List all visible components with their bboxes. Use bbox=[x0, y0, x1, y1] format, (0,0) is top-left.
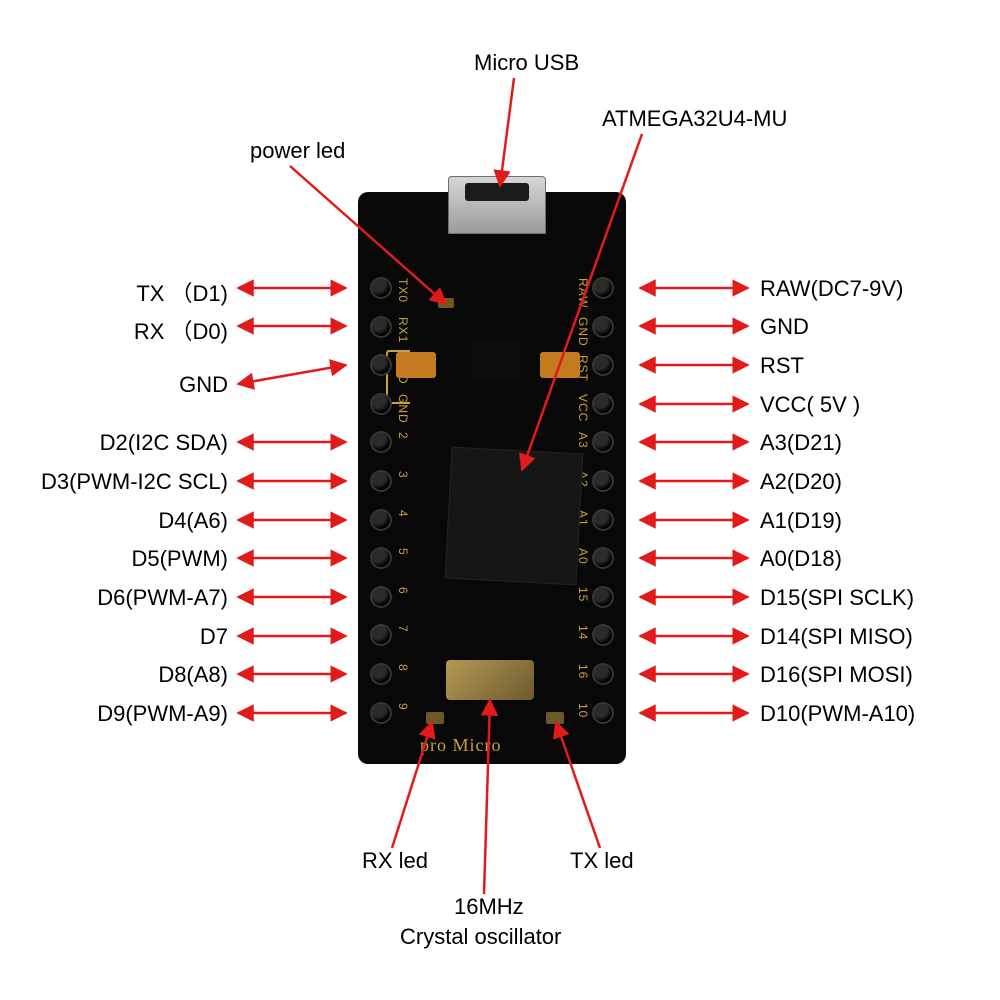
callout-label: D14(SPI MISO) bbox=[760, 624, 913, 650]
mcu-chip bbox=[445, 447, 584, 586]
pin-hole bbox=[370, 431, 392, 453]
pin-hole bbox=[370, 547, 392, 569]
callout-label: D9(PWM-A9) bbox=[97, 701, 228, 727]
callout-label: GND bbox=[179, 372, 228, 398]
pin-hole bbox=[592, 663, 614, 685]
callout-label: D10(PWM-A10) bbox=[760, 701, 915, 727]
silk-label: RX1 bbox=[396, 317, 410, 343]
callout-label: RAW(DC7-9V) bbox=[760, 276, 903, 302]
callout-label: VCC( 5V ) bbox=[760, 392, 860, 418]
silk-label: 15 bbox=[576, 587, 590, 602]
callout-label: TX （D1) bbox=[136, 276, 228, 308]
silk-label: 5 bbox=[396, 548, 410, 556]
pin-hole bbox=[592, 470, 614, 492]
pin-hole bbox=[592, 624, 614, 646]
callout-label: ATMEGA32U4-MU bbox=[602, 106, 787, 132]
pin-hole bbox=[592, 316, 614, 338]
silk-label: 3 bbox=[396, 471, 410, 479]
silk-label: RAW bbox=[576, 278, 590, 309]
pin-hole bbox=[592, 277, 614, 299]
callout-label: A0(D18) bbox=[760, 546, 842, 572]
callout-label: RX led bbox=[362, 848, 428, 874]
silk-label: GND bbox=[576, 317, 590, 347]
callout-label: TX led bbox=[570, 848, 634, 874]
pin-hole bbox=[370, 316, 392, 338]
callout-label: D5(PWM) bbox=[131, 546, 228, 572]
callout-label: D8(A8) bbox=[158, 662, 228, 688]
callout-label: RX （D0) bbox=[134, 314, 228, 346]
pin-hole bbox=[592, 702, 614, 724]
callout-label: 16MHz bbox=[454, 894, 524, 920]
callout-label: D16(SPI MOSI) bbox=[760, 662, 913, 688]
silk-label: 2 bbox=[396, 432, 410, 440]
callout-label: D7 bbox=[200, 624, 228, 650]
pin-hole bbox=[370, 663, 392, 685]
callout-label: Micro USB bbox=[474, 50, 579, 76]
pin-hole bbox=[370, 509, 392, 531]
silk-label: 14 bbox=[576, 625, 590, 640]
led bbox=[438, 298, 454, 308]
silk-label: 6 bbox=[396, 587, 410, 595]
callout-label: RST bbox=[760, 353, 804, 379]
pin-hole bbox=[370, 470, 392, 492]
capacitor bbox=[540, 352, 580, 378]
callout-label: power led bbox=[250, 138, 345, 164]
pin-hole bbox=[370, 277, 392, 299]
callout-label: GND bbox=[760, 314, 809, 340]
callout-label: D2(I2C SDA) bbox=[100, 430, 228, 456]
silk-label: 8 bbox=[396, 664, 410, 672]
silk-label: 4 bbox=[396, 510, 410, 518]
pin-hole bbox=[592, 393, 614, 415]
capacitor bbox=[396, 352, 436, 378]
led bbox=[426, 712, 444, 724]
pin-hole bbox=[592, 509, 614, 531]
silk-label: VCC bbox=[576, 394, 590, 422]
pin-hole bbox=[370, 702, 392, 724]
pin-hole bbox=[370, 393, 392, 415]
callout-label: D6(PWM-A7) bbox=[97, 585, 228, 611]
callout-label: Crystal oscillator bbox=[400, 924, 561, 950]
micro-usb-connector bbox=[448, 176, 546, 234]
callout-label: A1(D19) bbox=[760, 508, 842, 534]
callout-label: D4(A6) bbox=[158, 508, 228, 534]
callout-label: D3(PWM-I2C SCL) bbox=[41, 469, 228, 495]
diagram-stage: // pins rendered via JS below pro Micro … bbox=[0, 0, 1000, 1000]
silk-label: 16 bbox=[576, 664, 590, 679]
silk-label: 7 bbox=[396, 625, 410, 633]
silk-label: A3 bbox=[576, 432, 590, 449]
regulator bbox=[472, 340, 520, 380]
crystal-oscillator bbox=[446, 660, 534, 700]
board-name: pro Micro bbox=[420, 735, 501, 756]
callout-label: D15(SPI SCLK) bbox=[760, 585, 914, 611]
callout-label: A3(D21) bbox=[760, 430, 842, 456]
led bbox=[546, 712, 564, 724]
pin-hole bbox=[592, 586, 614, 608]
pin-hole bbox=[592, 431, 614, 453]
pin-hole bbox=[592, 547, 614, 569]
pin-hole bbox=[592, 354, 614, 376]
silk-label: GND bbox=[396, 394, 410, 424]
silk-label: 9 bbox=[396, 703, 410, 711]
silk-label: 10 bbox=[576, 703, 590, 718]
pin-hole bbox=[370, 586, 392, 608]
pin-hole bbox=[370, 624, 392, 646]
callout-label: A2(D20) bbox=[760, 469, 842, 495]
silk-label: TX0 bbox=[396, 278, 410, 303]
